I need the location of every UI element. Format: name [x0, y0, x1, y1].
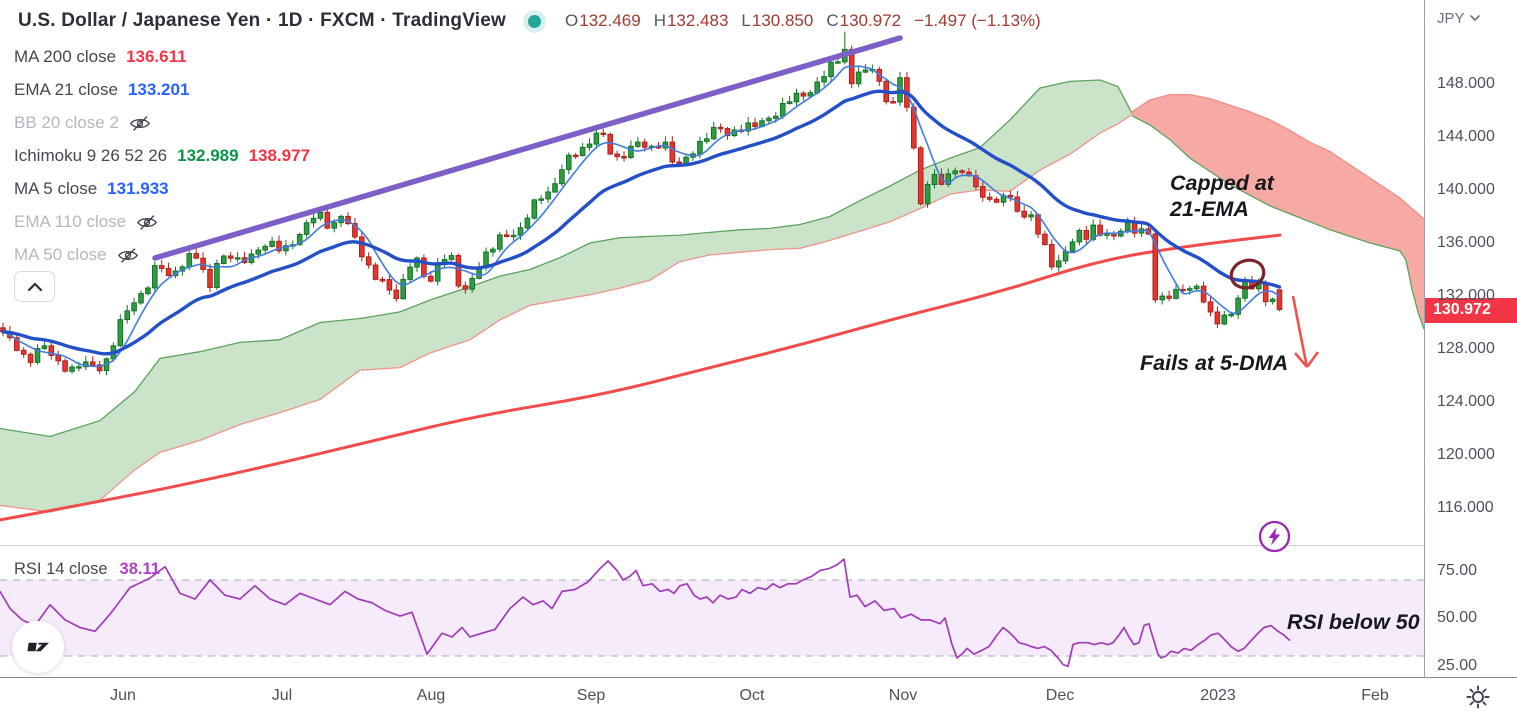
annotation-capped-line1: Capped at	[1170, 171, 1274, 195]
rsi-tick-label: 25.00	[1437, 656, 1478, 674]
rsi-tick-label: 75.00	[1437, 561, 1478, 579]
close-label: C	[826, 11, 839, 30]
gear-icon	[1466, 685, 1490, 709]
last-price-badge: 130.972	[1425, 297, 1517, 323]
rsi-legend[interactable]: RSI 14 close 38.11	[14, 560, 160, 579]
ema21-line	[1, 89, 1282, 356]
ma200-line	[0, 233, 1282, 522]
legend-item-label: BB 20 close 2	[14, 113, 119, 132]
legend-item-ema-110-close[interactable]: EMA 110 close	[14, 210, 158, 234]
eye-off-icon[interactable]	[136, 214, 158, 231]
currency-toggle[interactable]: JPY	[1437, 10, 1480, 27]
currency-label: JPY	[1437, 10, 1465, 27]
time-tick-label: Jul	[271, 687, 293, 704]
rsi-line	[0, 558, 1291, 668]
legend-item-label: Ichimoku 9 26 52 26	[14, 146, 168, 165]
annotation-capped-line2: 21-EMA	[1170, 197, 1249, 221]
annotation-rsi-below-50[interactable]: RSI below 50	[1287, 610, 1420, 634]
time-tick-label: Dec	[1045, 687, 1075, 704]
ichimoku-cloud-green	[0, 80, 1132, 512]
chevron-down-icon	[1469, 15, 1480, 22]
rsi-label: RSI 14 close	[14, 560, 108, 578]
legend-item-label: MA 200 close	[14, 47, 117, 66]
low-value: 130.850	[751, 11, 814, 30]
eye-off-icon[interactable]	[117, 247, 139, 264]
annotation-capped-at-21ema[interactable]: Capped at 21-EMA	[1170, 170, 1274, 222]
price-axis-separator	[1424, 0, 1425, 716]
price-tick-label: 124.000	[1437, 393, 1495, 410]
chart-settings-button[interactable]	[1460, 681, 1496, 713]
symbol-title[interactable]: U.S. Dollar / Japanese Yen · 1D · FXCM ·…	[18, 10, 506, 31]
rsi-band	[0, 580, 1424, 656]
rsi-value: 38.11	[119, 560, 160, 578]
price-tick-label: 128.000	[1437, 340, 1495, 357]
high-value: 132.483	[666, 11, 729, 30]
price-tick-label: 120.000	[1437, 446, 1495, 463]
change-value: −1.497 (−1.13%)	[914, 11, 1041, 30]
price-tick-label: 132.000	[1437, 287, 1495, 304]
time-tick-label: Oct	[739, 687, 765, 704]
time-axis-separator	[0, 677, 1517, 678]
tradingview-logo[interactable]	[12, 621, 64, 673]
legend-item-ma-200-close[interactable]: MA 200 close 136.611	[14, 45, 187, 69]
ellipse-drawing[interactable]	[1228, 256, 1268, 292]
price-axis[interactable]: JPY 130.972 148.000 144.000 140.000 136.000…	[1425, 0, 1517, 677]
legend-item-value: 136.611	[126, 47, 187, 66]
legend-item-ichimoku-9-26-52-26[interactable]: Ichimoku 9 26 52 26 132.989 138.977	[14, 144, 310, 168]
collapse-indicators-button[interactable]	[14, 271, 55, 302]
low-label: L	[741, 11, 751, 30]
price-tick-label: 116.000	[1437, 499, 1494, 516]
price-tick-label: 144.000	[1437, 128, 1495, 145]
time-tick-label: 2023	[1200, 687, 1236, 704]
eye-off-icon[interactable]	[129, 115, 151, 132]
time-axis[interactable]: Jun Jul Aug Sep Oct Nov Dec 2023 Feb	[0, 678, 1517, 716]
arrow-drawing[interactable]	[1291, 295, 1309, 368]
time-tick-label: Feb	[1361, 687, 1389, 704]
chart-canvas[interactable]	[0, 0, 1424, 677]
legend-item-value: 133.201	[127, 80, 190, 99]
high-label: H	[653, 11, 666, 30]
ohlc-readout: O 132.469 H 132.483 L 130.850 C 130.972 −1.4…	[565, 11, 1041, 31]
open-label: O	[565, 11, 579, 30]
lightning-icon[interactable]	[1256, 518, 1293, 555]
ichimoku-cloud-red	[1132, 94, 1424, 330]
trendline-drawing[interactable]	[152, 35, 903, 261]
legend-item-ma-5-close[interactable]: MA 5 close 131.933	[14, 177, 169, 201]
legend-item-label: MA 50 close	[14, 245, 107, 264]
price-tick-label: 148.000	[1437, 75, 1495, 92]
ma5-line	[2, 65, 1281, 368]
legend-item-bb-20-close-2[interactable]: BB 20 close 2	[14, 111, 151, 135]
time-tick-label: Jun	[110, 687, 136, 704]
time-tick-label: Nov	[888, 687, 918, 704]
pane-separator[interactable]	[0, 545, 1517, 546]
chevron-up-icon	[27, 282, 42, 291]
close-value: 130.972	[839, 11, 902, 30]
legend-item-ema-21-close[interactable]: EMA 21 close 133.201	[14, 78, 189, 102]
time-tick-label: Sep	[576, 687, 606, 704]
chart-header: U.S. Dollar / Japanese Yen · 1D · FXCM ·…	[18, 7, 1041, 35]
legend-item-value: 138.977	[248, 146, 311, 165]
legend-item-ma-50-close[interactable]: MA 50 close	[14, 243, 139, 267]
open-value: 132.469	[579, 11, 641, 30]
rsi-tick-label: 50.00	[1437, 609, 1478, 626]
price-tick-label: 136.000	[1437, 234, 1495, 251]
legend-item-label: MA 5 close	[14, 179, 98, 198]
legend-item-value: 132.989	[177, 146, 239, 165]
price-tick-label: 140.000	[1437, 181, 1495, 198]
tradingview-logo-icon	[27, 642, 49, 652]
legend-item-value: 131.933	[107, 179, 169, 198]
last-price-value: 130.972	[1433, 301, 1491, 319]
legend-item-label: EMA 21 close	[14, 80, 118, 99]
time-tick-label: Aug	[416, 687, 446, 704]
data-window-dot-icon	[528, 14, 541, 28]
legend-item-label: EMA 110 close	[14, 212, 127, 231]
annotation-fails-at-5dma[interactable]: Fails at 5-DMA	[1140, 351, 1289, 375]
